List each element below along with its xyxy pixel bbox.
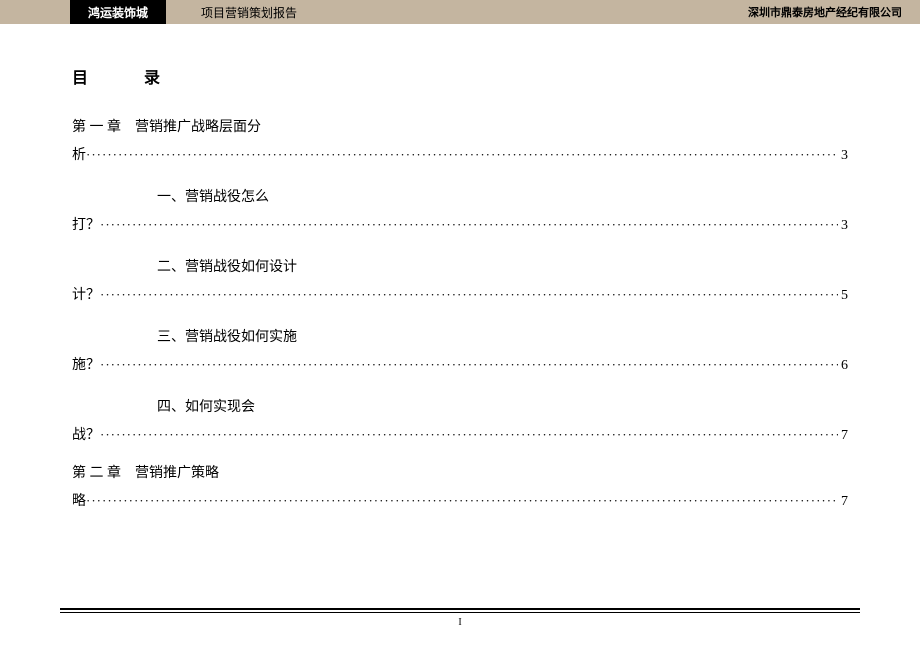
footer-divider bbox=[60, 608, 860, 613]
toc-s2-cont: 计？ bbox=[72, 284, 100, 304]
toc-ch2-page: 7 bbox=[838, 494, 848, 510]
toc-sub-2-line: 计？ ·····································… bbox=[72, 284, 848, 304]
toc-chapter-2-title: 第 二 章 营销推广策略 bbox=[72, 462, 848, 482]
toc-dots: ········································… bbox=[86, 493, 838, 509]
toc-ch2-cont: 略 bbox=[72, 490, 86, 510]
toc-heading: 目 录 bbox=[72, 64, 848, 88]
header-report-title: 项目营销策划报告 bbox=[201, 4, 297, 21]
toc-sub-2-title: 二、营销战役如何设计 bbox=[72, 256, 848, 276]
toc-s4-page: 7 bbox=[838, 428, 848, 444]
toc-chapter-1-line: 析 ······································… bbox=[72, 144, 848, 164]
toc-dots: ········································… bbox=[100, 357, 838, 373]
toc-s4-cont: 战？ bbox=[72, 424, 100, 444]
toc-ch1-page: 3 bbox=[838, 148, 848, 164]
toc-sub-1-line: 打？ ·····································… bbox=[72, 214, 848, 234]
page-number: I bbox=[458, 617, 461, 628]
toc-chapter-2-line: 略 ······································… bbox=[72, 490, 848, 510]
toc-s1-page: 3 bbox=[838, 218, 848, 234]
toc-s3-cont: 施？ bbox=[72, 354, 100, 374]
toc-dots: ········································… bbox=[100, 427, 838, 443]
toc-s2-page: 5 bbox=[838, 288, 848, 304]
toc-s3-page: 6 bbox=[838, 358, 848, 374]
toc-ch1-cont: 析 bbox=[72, 144, 86, 164]
toc-dots: ········································… bbox=[86, 147, 838, 163]
header-bar: 鸿运装饰城 项目营销策划报告 深圳市鼎泰房地产经纪有限公司 bbox=[0, 0, 920, 24]
toc-s1-cont: 打？ bbox=[72, 214, 100, 234]
toc-sub-3-title: 三、营销战役如何实施 bbox=[72, 326, 848, 346]
toc-sub-1-title: 一、营销战役怎么 bbox=[72, 186, 848, 206]
toc-sub-4-line: 战？ ·····································… bbox=[72, 424, 848, 444]
header-black-label: 鸿运装饰城 bbox=[70, 0, 166, 24]
toc-dots: ········································… bbox=[100, 287, 838, 303]
toc-chapter-1-title: 第 一 章 营销推广战略层面分 bbox=[72, 116, 848, 136]
toc-sub-3-line: 施？ ·····································… bbox=[72, 354, 848, 374]
content-area: 目 录 第 一 章 营销推广战略层面分 析 ··················… bbox=[0, 24, 920, 530]
header-company-name: 深圳市鼎泰房地产经纪有限公司 bbox=[748, 4, 902, 20]
toc-dots: ········································… bbox=[100, 217, 838, 233]
toc-sub-4-title: 四、如何实现会 bbox=[72, 396, 848, 416]
